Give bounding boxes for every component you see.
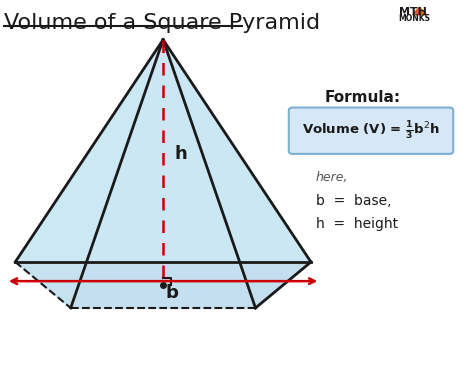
- Text: M: M: [399, 7, 410, 17]
- Text: TH: TH: [406, 7, 427, 17]
- Polygon shape: [163, 40, 311, 308]
- Polygon shape: [412, 7, 427, 15]
- Text: here,: here,: [316, 171, 348, 184]
- FancyBboxPatch shape: [289, 108, 453, 154]
- Text: h: h: [174, 144, 187, 163]
- Text: Volume of a Square Pyramid: Volume of a Square Pyramid: [4, 13, 320, 33]
- Polygon shape: [15, 40, 163, 308]
- Text: b  =  base,: b = base,: [316, 194, 391, 208]
- Polygon shape: [15, 40, 311, 262]
- Text: Formula:: Formula:: [325, 90, 401, 105]
- Text: Volume (V) = $\mathbf{\frac{1}{3}}$b$^2$h: Volume (V) = $\mathbf{\frac{1}{3}}$b$^2$…: [302, 120, 439, 142]
- Text: h  =  height: h = height: [316, 217, 398, 231]
- Polygon shape: [71, 40, 255, 308]
- Text: MONKS: MONKS: [399, 14, 431, 23]
- Polygon shape: [15, 262, 311, 308]
- Text: b: b: [166, 284, 179, 302]
